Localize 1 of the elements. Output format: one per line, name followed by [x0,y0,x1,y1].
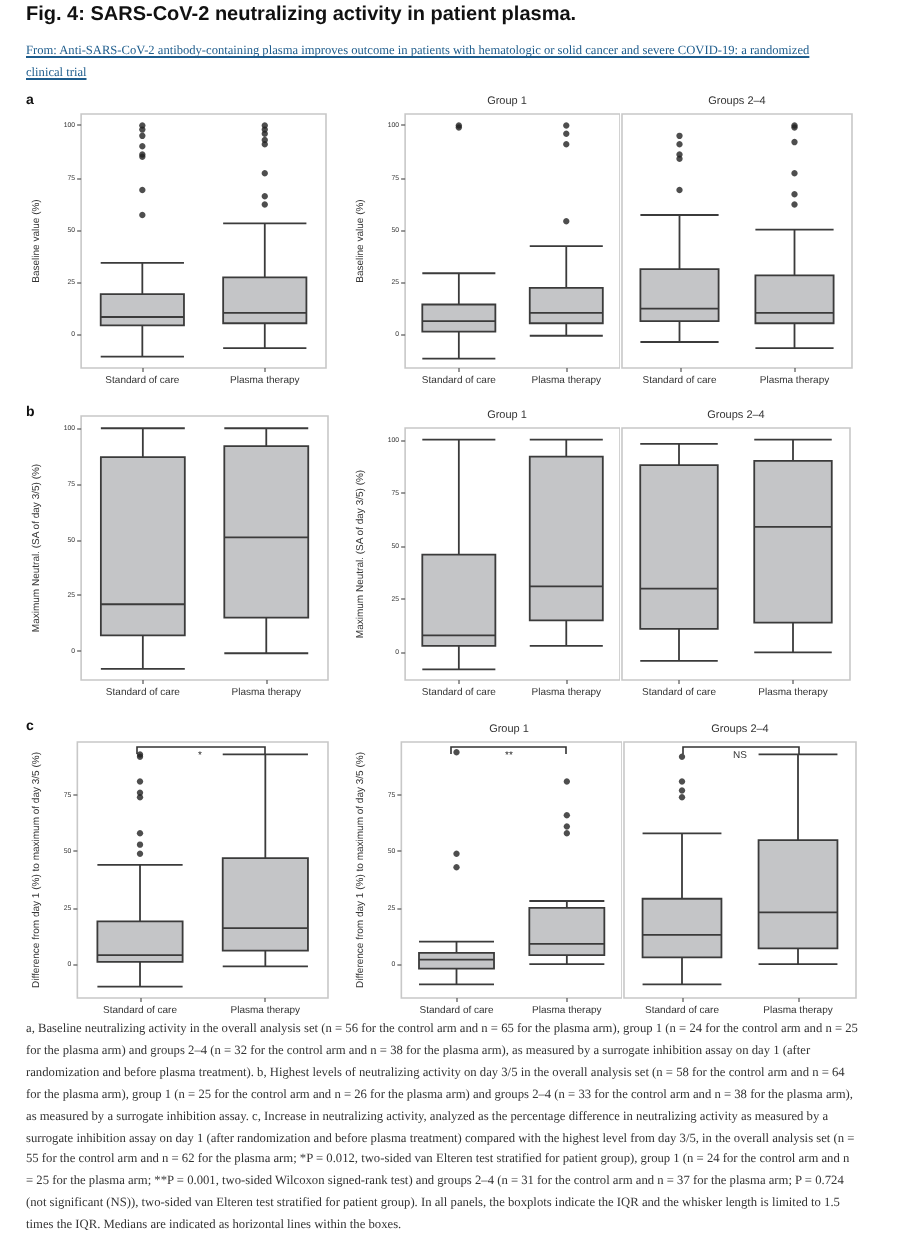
text: Fig. 4: SARS-CoV-2 neutralizing activity in patient plasma. [26,4,579,28]
